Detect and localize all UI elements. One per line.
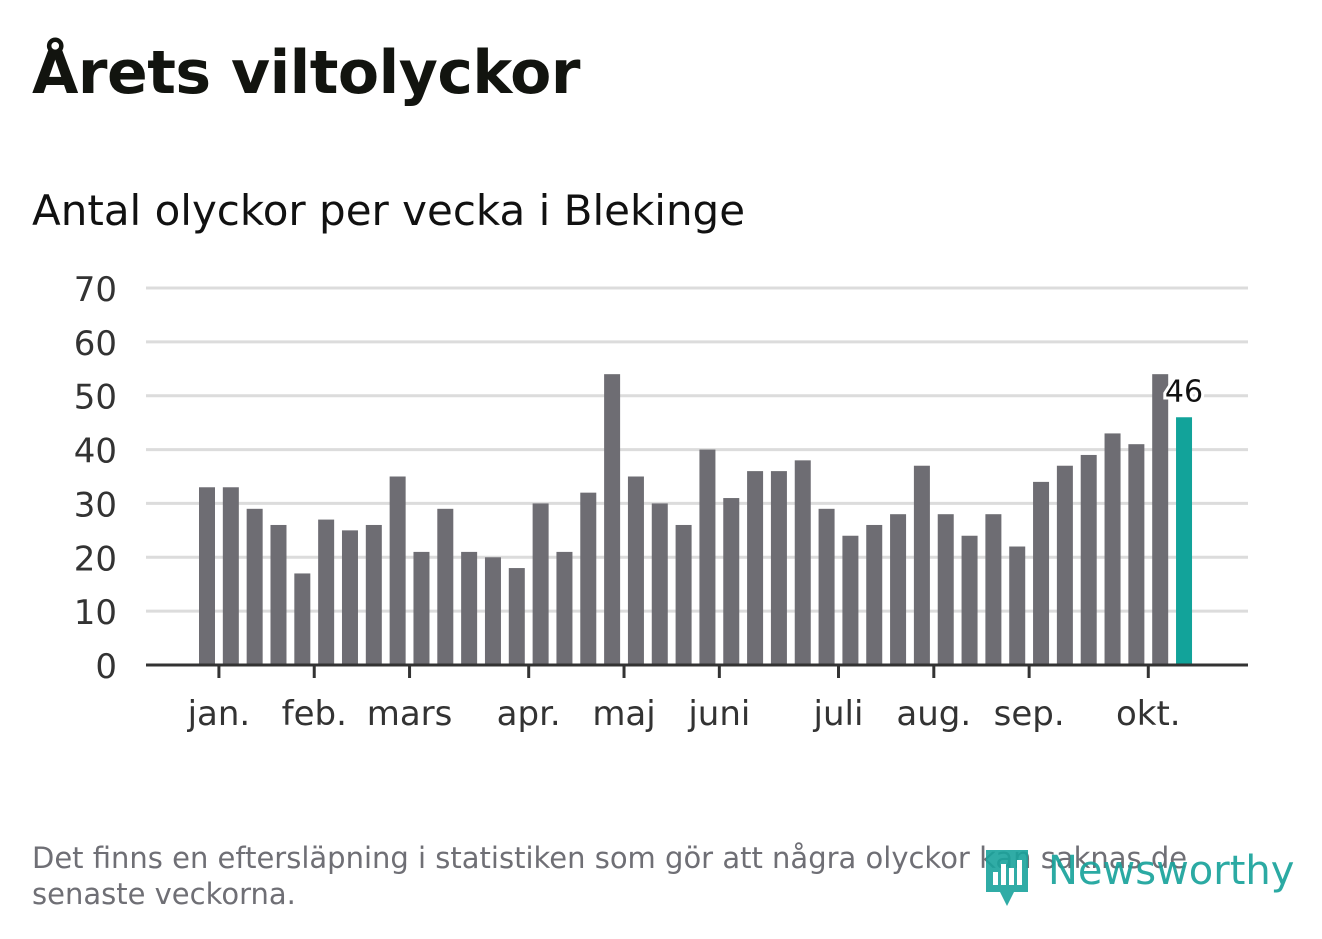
bar [1152,374,1169,665]
logo-text: Newsworthy [1048,848,1295,894]
bar [747,471,764,665]
y-tick-label: 60 [74,324,117,364]
x-tick-label: sep. [994,694,1065,734]
bar [246,508,263,665]
bar [580,492,597,665]
y-tick-label: 20 [74,539,117,579]
y-tick-label: 30 [74,485,117,525]
bar [818,508,835,665]
bar [341,530,358,665]
bar-current-week [1176,417,1193,665]
bar [1080,454,1097,665]
bar [461,551,478,665]
bar [365,524,382,665]
bar [508,568,525,665]
bar [270,524,287,665]
bar [318,519,335,665]
bar [890,514,907,665]
bar [723,498,740,665]
x-tick-label: maj [592,694,655,734]
chart-title: Årets viltolyckor [32,38,581,108]
bar [389,476,406,665]
bar [866,524,883,665]
bar [1056,465,1073,665]
y-tick-label: 10 [74,593,117,633]
bar [985,514,1002,665]
y-tick-label: 50 [74,378,117,418]
data-labels: 46 [1162,371,1206,412]
y-tick-label: 40 [74,432,117,472]
bar [413,551,430,665]
bar-chart-pin-icon [986,850,1028,906]
bar [794,460,811,665]
bar [604,374,621,665]
chart-subtitle: Antal olyckor per vecka i Blekinge [32,186,746,235]
x-tick-label: jan. [187,694,251,734]
bar [770,471,787,665]
bar [651,503,668,665]
x-tick-label: apr. [497,694,561,734]
y-tick-label: 0 [95,647,117,687]
bar [294,573,311,665]
bar [1128,444,1145,665]
bar [961,535,978,665]
x-tick-label: okt. [1116,694,1181,734]
bar [199,487,215,665]
bar [1104,433,1121,665]
bar [699,449,716,665]
highlight-value-label: 46 [1165,374,1203,409]
x-tick-label: mars [367,694,453,734]
bar [484,557,501,665]
x-tick-label: juli [813,694,864,734]
bar [675,524,692,665]
newsworthy-logo: Newsworthy [982,846,1302,912]
x-axis: jan. feb. mars apr. maj juni juli aug. sep. okt. [146,663,1248,734]
x-tick-label: aug. [896,694,971,734]
bar [437,508,454,665]
bar [913,465,930,665]
y-tick-label: 70 [74,270,117,310]
bars [199,374,1193,665]
y-axis-ticks: 0 10 20 30 40 50 60 70 [74,270,117,687]
bar [627,476,644,665]
bar [222,487,239,665]
x-tick-label: juni [687,694,750,734]
bar [937,514,954,665]
bar [1033,481,1050,665]
x-tick-label: feb. [282,694,347,734]
bar [1009,546,1026,665]
bar [556,551,573,665]
bar [842,535,859,665]
bar [532,503,549,665]
